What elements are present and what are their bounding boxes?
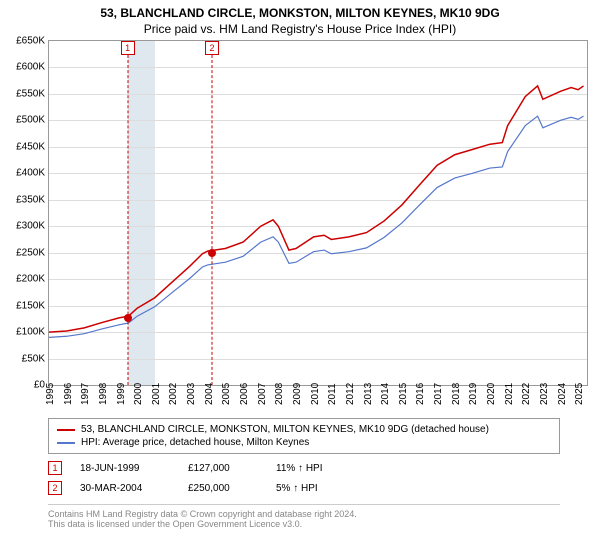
sale-date: 30-MAR-2004 <box>80 483 170 494</box>
sale-row: 2 30-MAR-2004 £250,000 5% ↑ HPI <box>48 478 560 498</box>
sales-table: 1 18-JUN-1999 £127,000 11% ↑ HPI 2 30-MA… <box>48 458 560 498</box>
x-tick-label: 1996 <box>63 383 74 405</box>
sale-date: 18-JUN-1999 <box>80 463 170 474</box>
sale-marker-vline <box>127 55 128 385</box>
sale-hpi: 11% ↑ HPI <box>276 463 376 474</box>
y-tick-label: £400K <box>16 168 49 179</box>
sale-price: £250,000 <box>188 483 258 494</box>
x-tick-label: 2009 <box>292 383 303 405</box>
sale-hpi: 5% ↑ HPI <box>276 483 376 494</box>
y-tick-label: £500K <box>16 115 49 126</box>
legend: 53, BLANCHLAND CIRCLE, MONKSTON, MILTON … <box>48 418 560 454</box>
x-tick-label: 2019 <box>468 383 479 405</box>
legend-label: HPI: Average price, detached house, Milt… <box>81 437 309 448</box>
x-tick-label: 1995 <box>45 383 56 405</box>
sale-marker-dot <box>124 314 132 322</box>
y-tick-label: £300K <box>16 221 49 232</box>
sale-price: £127,000 <box>188 463 258 474</box>
x-tick-label: 2023 <box>539 383 550 405</box>
chart-area: 12 £0£50K£100K£150K£200K£250K£300K£350K£… <box>48 40 588 410</box>
footer-line-2: This data is licensed under the Open Gov… <box>48 519 560 529</box>
chart-subtitle: Price paid vs. HM Land Registry's House … <box>0 20 600 40</box>
y-tick-label: £50K <box>22 353 49 364</box>
x-tick-label: 2004 <box>204 383 215 405</box>
x-tick-label: 2020 <box>486 383 497 405</box>
x-tick-label: 1997 <box>80 383 91 405</box>
y-tick-label: £450K <box>16 141 49 152</box>
footer-attribution: Contains HM Land Registry data © Crown c… <box>48 504 560 529</box>
x-tick-label: 1998 <box>98 383 109 405</box>
x-tick-label: 1999 <box>116 383 127 405</box>
legend-item: 53, BLANCHLAND CIRCLE, MONKSTON, MILTON … <box>57 423 551 436</box>
x-tick-label: 2002 <box>168 383 179 405</box>
sale-marker-box: 2 <box>205 41 219 55</box>
x-tick-label: 2008 <box>274 383 285 405</box>
y-tick-label: £200K <box>16 274 49 285</box>
x-tick-label: 2017 <box>433 383 444 405</box>
y-tick-label: £550K <box>16 88 49 99</box>
y-tick-label: £250K <box>16 247 49 258</box>
y-tick-label: £350K <box>16 194 49 205</box>
x-tick-label: 2012 <box>345 383 356 405</box>
sale-marker-vline <box>211 55 212 385</box>
x-tick-label: 2013 <box>363 383 374 405</box>
y-tick-label: £150K <box>16 300 49 311</box>
sale-row: 1 18-JUN-1999 £127,000 11% ↑ HPI <box>48 458 560 478</box>
y-tick-label: £600K <box>16 62 49 73</box>
x-tick-label: 2015 <box>398 383 409 405</box>
sale-marker-dot <box>208 249 216 257</box>
x-tick-label: 2000 <box>133 383 144 405</box>
x-tick-label: 2022 <box>521 383 532 405</box>
sale-marker-box: 1 <box>121 41 135 55</box>
x-tick-label: 2025 <box>574 383 585 405</box>
x-tick-label: 2001 <box>151 383 162 405</box>
x-tick-label: 2005 <box>221 383 232 405</box>
x-tick-label: 2003 <box>186 383 197 405</box>
sale-row-marker: 1 <box>48 461 62 475</box>
x-tick-label: 2024 <box>557 383 568 405</box>
chart-title: 53, BLANCHLAND CIRCLE, MONKSTON, MILTON … <box>0 0 600 20</box>
x-tick-label: 2010 <box>310 383 321 405</box>
legend-item: HPI: Average price, detached house, Milt… <box>57 436 551 449</box>
x-tick-label: 2021 <box>504 383 515 405</box>
footer-line-1: Contains HM Land Registry data © Crown c… <box>48 509 560 519</box>
x-tick-label: 2011 <box>327 383 338 405</box>
chart-container: 53, BLANCHLAND CIRCLE, MONKSTON, MILTON … <box>0 0 600 560</box>
x-tick-label: 2007 <box>257 383 268 405</box>
x-tick-label: 2018 <box>451 383 462 405</box>
legend-label: 53, BLANCHLAND CIRCLE, MONKSTON, MILTON … <box>81 424 489 435</box>
line-series <box>49 41 587 385</box>
x-tick-label: 2006 <box>239 383 250 405</box>
x-tick-label: 2016 <box>415 383 426 405</box>
y-tick-label: £650K <box>16 36 49 47</box>
plot-region: 12 £0£50K£100K£150K£200K£250K£300K£350K£… <box>48 40 588 386</box>
sale-row-marker: 2 <box>48 481 62 495</box>
y-tick-label: £100K <box>16 327 49 338</box>
x-tick-label: 2014 <box>380 383 391 405</box>
